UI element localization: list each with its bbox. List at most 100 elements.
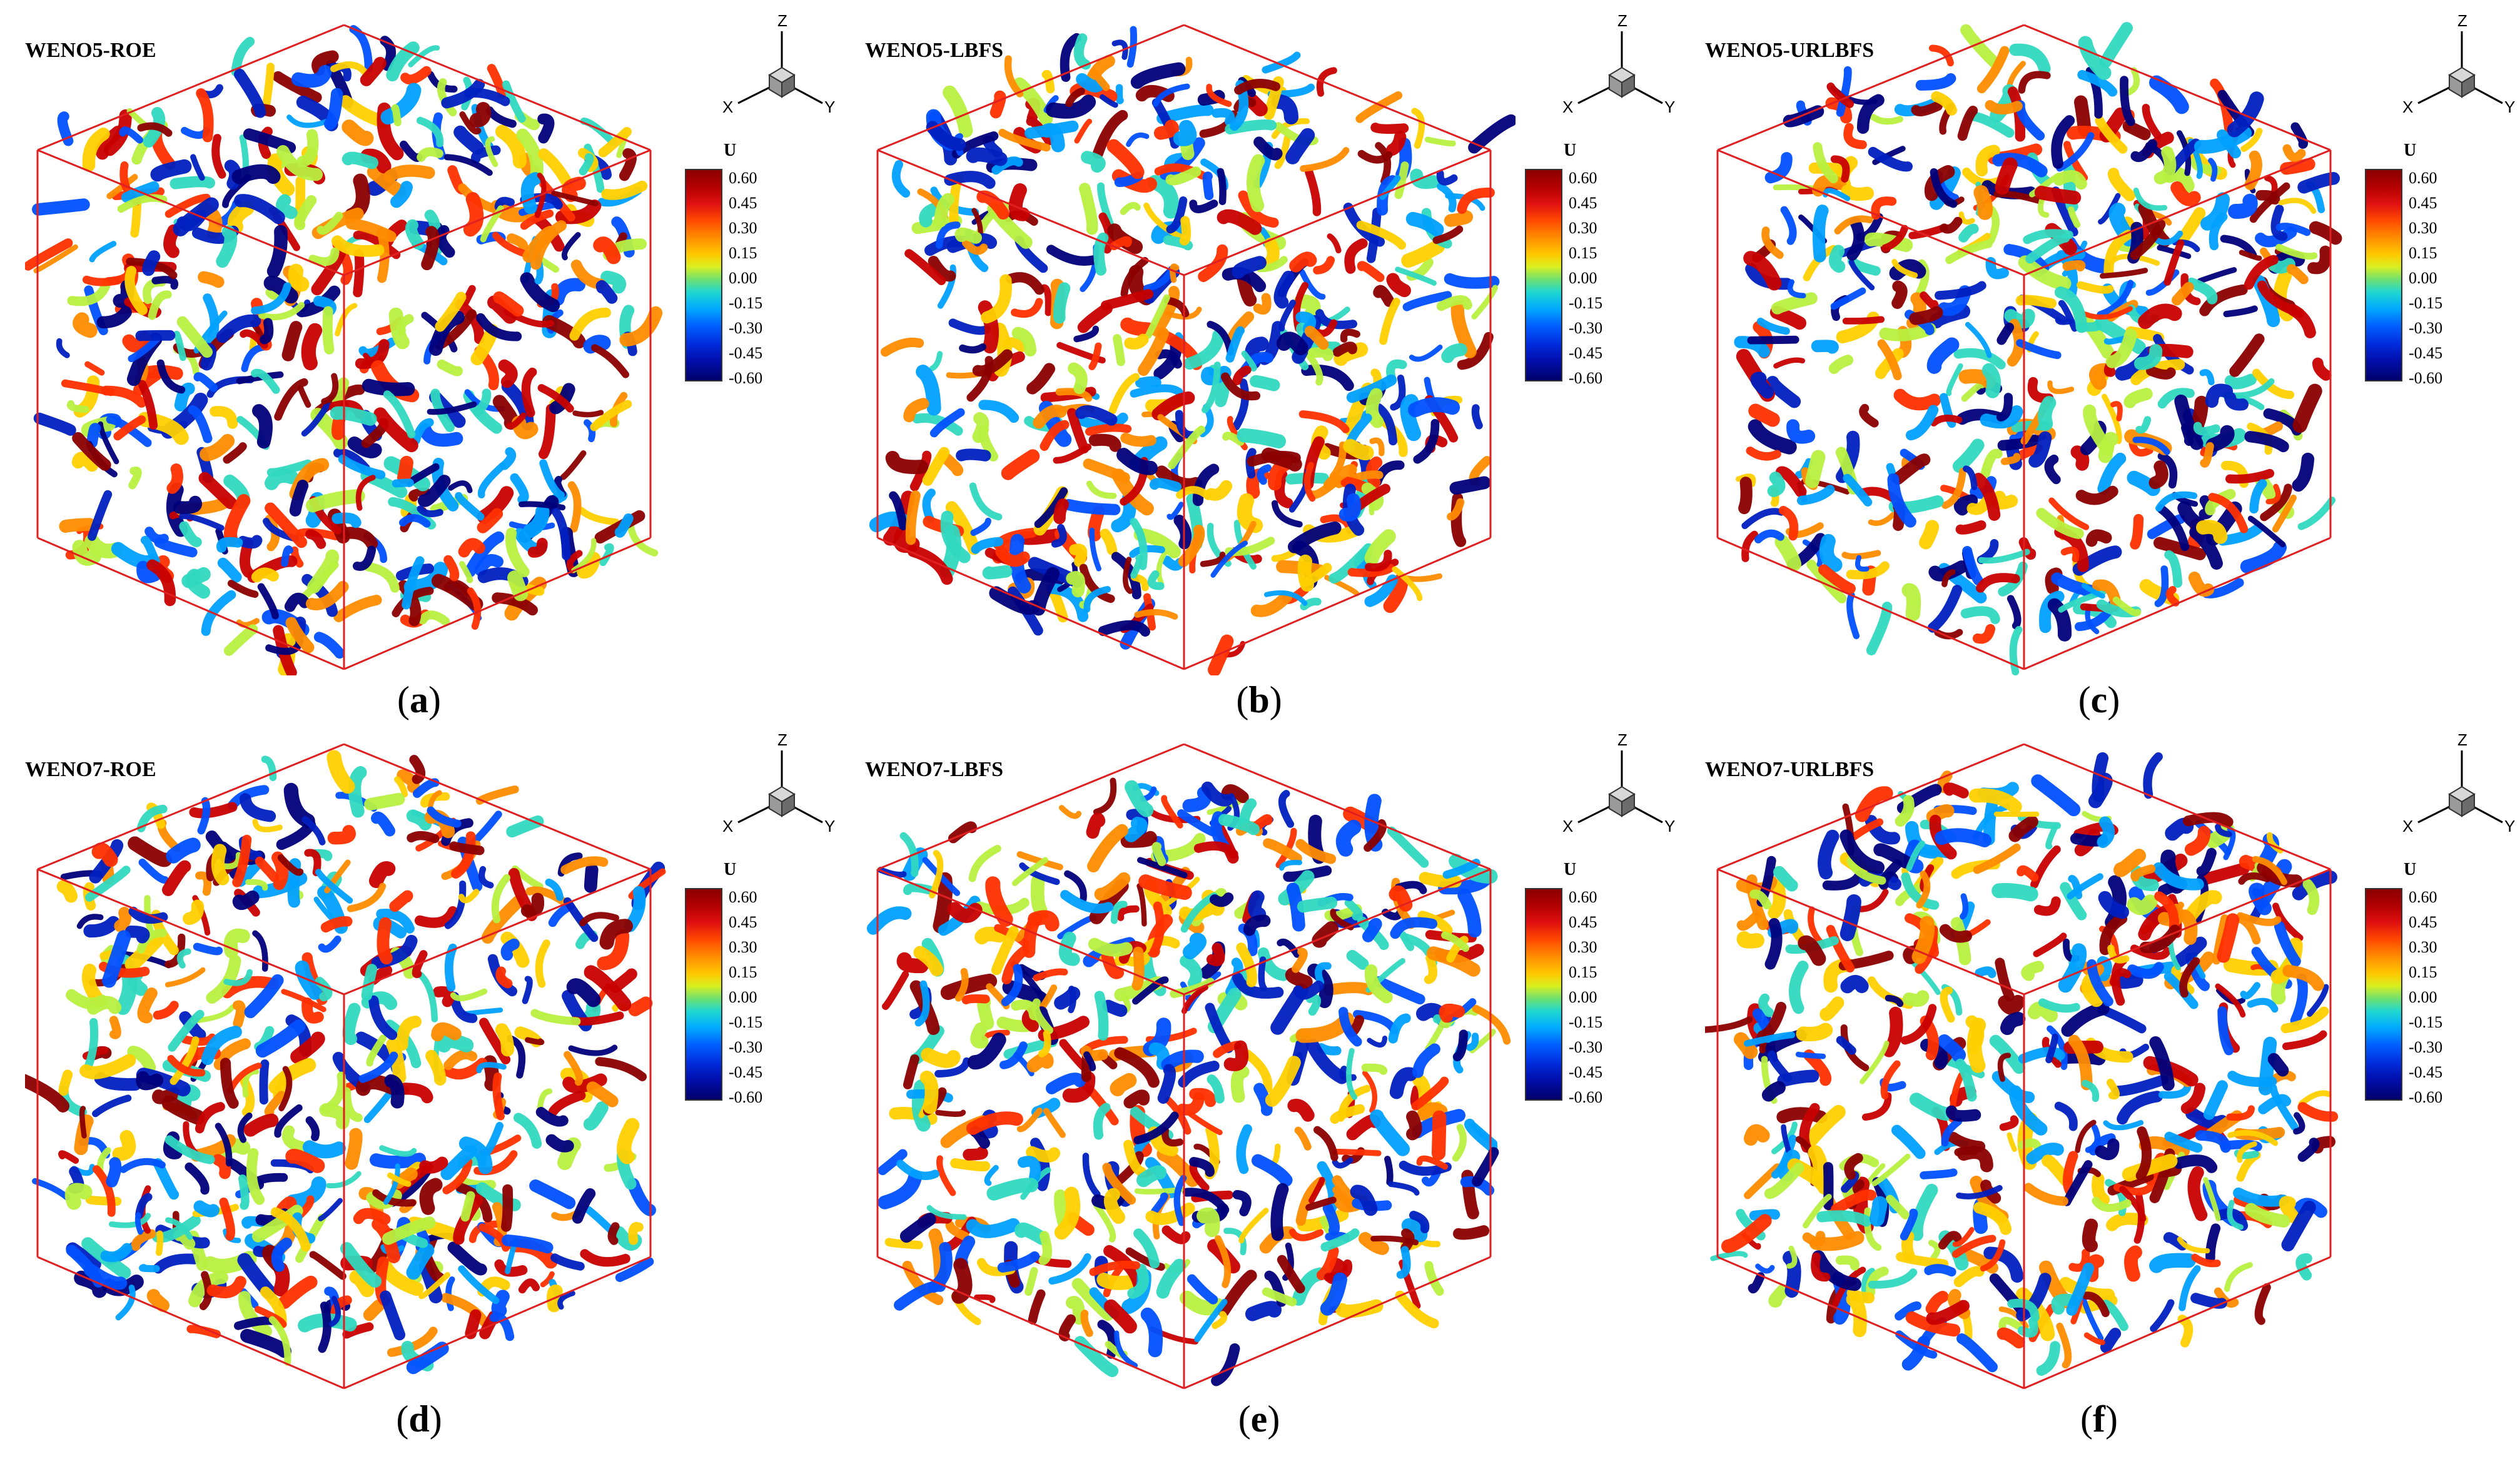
vortex-tube [384,1074,405,1109]
vortex-tube [2227,1129,2279,1146]
legend-tick-label: -0.60 [729,1088,763,1106]
vortex-tube [1347,563,1395,577]
vortex-tube [435,291,467,332]
vortex-tube [1901,583,1921,622]
vortex-tube [977,996,994,1030]
vortex-tube [1218,814,1260,836]
vortex-tube [421,226,440,271]
panel-title: WENO5-LBFS [865,39,1004,62]
vortex-tube [1151,842,1166,866]
vortex-tube [1976,46,2010,94]
vortex-tube [2109,968,2132,986]
vortex-tube [2047,598,2072,642]
vortex-tube [1973,185,1993,220]
vortex-tube [2082,1291,2110,1318]
vortex-tube [539,459,565,500]
vortex-tube [2244,255,2279,290]
vortex-tube [1232,1189,1252,1216]
vortex-tube [1911,916,1935,964]
vortex-tube [252,819,283,832]
vortex-tube [1068,362,1088,395]
vortex-tube [1253,1083,1273,1116]
vortex-tube [1997,1053,2011,1082]
vortex-tube [386,41,420,82]
vortex-tube [358,1051,398,1083]
vortex-tube [1953,348,2006,370]
vortex-tube [289,480,309,517]
vortex-tube [1201,781,1233,807]
vortex-tube [1768,879,1786,919]
vortex-tube [1132,976,1169,1005]
vortex-tube [462,285,476,306]
vortex-tube [601,180,648,200]
vortex-tube [1384,1156,1394,1186]
vortex-tube [2148,460,2168,490]
vortex-tube [251,282,291,315]
vortex-tube [2117,1091,2163,1125]
vortex-tube [32,1178,71,1201]
vortex-tube [128,335,161,363]
vortex-tube [2017,865,2039,882]
vortex-tube [419,1156,448,1174]
vortex-tube [1795,1051,1826,1059]
vortex-tube [2255,226,2297,248]
vortex-tube [441,1293,489,1327]
axis-triad: Z X Y [2402,13,2515,116]
vortex-tube [88,490,113,541]
vortex-tube [1058,1314,1076,1341]
vortex-tube [32,198,90,216]
vortex-tube [1960,893,1969,920]
vortex-tube [2097,816,2115,848]
colorbar-legend: U 0.60 0.45 0.30 0.15 0.00 -0.15 -0.30 -0.45 -0.… [2352,141,2490,403]
vortex-tube [231,164,281,184]
vortex-tube [1006,272,1045,295]
vortex-tube [1996,1327,2025,1349]
legend-title: U [2404,141,2417,160]
vortex-tube [2083,1332,2105,1345]
vortex-tube [445,1276,455,1311]
vortex-tube [450,831,476,879]
vortex-tube [1976,573,2020,593]
vortex-tube [1173,515,1192,550]
vortex-tube [281,321,303,361]
cube-edge [877,868,1185,996]
vortex-tube [495,124,527,169]
vortex-tube [173,330,186,361]
vortex-tube [1247,154,1265,213]
vortex-tube [128,836,173,867]
vortex-tube [1859,403,1879,428]
vortex-tube [82,128,110,172]
vortex-tube [530,220,567,270]
vortex-tube [1741,508,1785,530]
vortex-tube [1165,166,1202,186]
vortex-tube [2268,258,2295,274]
vortex-tube [364,792,405,810]
caption-letter: a [410,679,428,720]
vortex-tube [1442,859,1480,879]
vortex-tube [1257,464,1272,485]
vortex-tube [1153,119,1180,140]
vortex-tube [1001,449,1040,480]
vortex-tube [331,512,362,528]
vortex-tube [1225,326,1245,363]
vortex-tube [2240,540,2287,573]
vortex-tube [2083,404,2114,456]
vortex-tube [1202,171,1214,201]
vortex-tube [1386,131,1407,156]
vortex-tube [479,1017,511,1064]
vortex-tube [1450,300,1477,358]
vortex-tube [1836,1255,1860,1271]
vortex-tube [1819,996,1844,1021]
vortex-tube [928,1242,953,1293]
vortex-tube [2247,515,2286,548]
vortex-tube [548,1090,586,1116]
vortex-tube [1210,540,1248,578]
vortex-tube [394,776,408,798]
vortex-tube [139,1264,160,1273]
vortex-tube [1901,872,1940,910]
vortex-tube [2183,812,2234,827]
vortex-tube [885,450,928,475]
vortex-tube [459,561,473,583]
vortex-tube [2106,1078,2120,1100]
vortex-tube [420,792,450,808]
